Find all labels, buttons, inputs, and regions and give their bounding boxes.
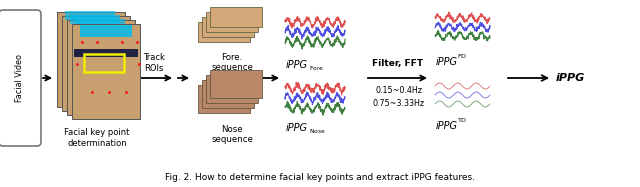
Bar xyxy=(70,15,120,24)
FancyBboxPatch shape xyxy=(198,85,250,113)
Text: iPPG: iPPG xyxy=(556,73,585,83)
Text: iPPG: iPPG xyxy=(286,60,308,70)
Text: Nose
sequence: Nose sequence xyxy=(211,125,253,144)
Text: Fig. 2. How to determine facial key points and extract iPPG features.: Fig. 2. How to determine facial key poin… xyxy=(165,174,475,183)
Text: iPPG: iPPG xyxy=(286,123,308,133)
FancyBboxPatch shape xyxy=(210,7,262,27)
FancyBboxPatch shape xyxy=(57,12,125,107)
Text: iPPG: iPPG xyxy=(436,57,458,67)
FancyBboxPatch shape xyxy=(202,80,254,108)
FancyBboxPatch shape xyxy=(72,24,140,119)
Text: Fore.
sequence: Fore. sequence xyxy=(211,53,253,72)
Text: Facial Video: Facial Video xyxy=(15,54,24,102)
Bar xyxy=(74,49,138,57)
Text: $^\mathregular{TD}$: $^\mathregular{TD}$ xyxy=(457,117,467,126)
FancyBboxPatch shape xyxy=(67,20,135,115)
Bar xyxy=(65,11,115,20)
Text: $_\mathregular{Nose}$: $_\mathregular{Nose}$ xyxy=(309,126,326,136)
FancyBboxPatch shape xyxy=(206,75,258,103)
Bar xyxy=(84,54,124,72)
Text: iPPG: iPPG xyxy=(436,121,458,131)
Text: $^\mathregular{FD}$: $^\mathregular{FD}$ xyxy=(457,53,467,62)
FancyBboxPatch shape xyxy=(0,10,41,146)
Text: 0.75~3.33Hz: 0.75~3.33Hz xyxy=(373,99,425,108)
Text: Filter, FFT: Filter, FFT xyxy=(371,59,422,68)
Text: Facial key point
determination: Facial key point determination xyxy=(64,128,130,148)
FancyBboxPatch shape xyxy=(210,70,262,98)
FancyBboxPatch shape xyxy=(62,16,130,111)
Text: 0.15~0.4Hz: 0.15~0.4Hz xyxy=(376,85,422,94)
Text: Track
ROIs: Track ROIs xyxy=(143,53,165,73)
Bar xyxy=(80,25,132,37)
FancyBboxPatch shape xyxy=(206,12,258,32)
Text: $_\mathregular{Fore}$: $_\mathregular{Fore}$ xyxy=(309,64,324,73)
FancyBboxPatch shape xyxy=(202,17,254,37)
Bar xyxy=(75,19,125,28)
FancyBboxPatch shape xyxy=(198,22,250,42)
